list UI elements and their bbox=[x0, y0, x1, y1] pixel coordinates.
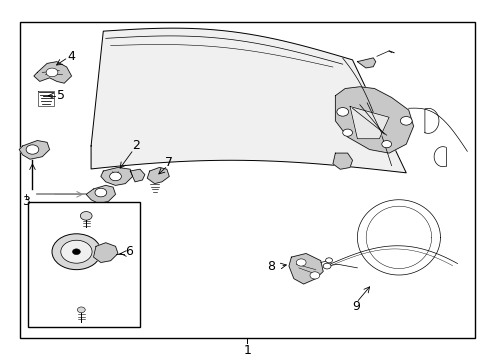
Circle shape bbox=[52, 234, 101, 270]
Text: 8: 8 bbox=[267, 260, 275, 273]
Text: 2: 2 bbox=[133, 139, 141, 152]
Circle shape bbox=[382, 140, 392, 148]
Text: 6: 6 bbox=[125, 245, 133, 258]
Polygon shape bbox=[333, 153, 352, 169]
Text: 7: 7 bbox=[165, 156, 173, 169]
Circle shape bbox=[323, 263, 331, 269]
Circle shape bbox=[73, 249, 80, 255]
Polygon shape bbox=[34, 62, 72, 83]
Circle shape bbox=[61, 240, 92, 263]
Circle shape bbox=[326, 258, 332, 263]
Text: 9: 9 bbox=[352, 300, 360, 313]
Circle shape bbox=[95, 188, 107, 197]
Polygon shape bbox=[101, 167, 133, 185]
Polygon shape bbox=[335, 87, 414, 153]
Polygon shape bbox=[147, 167, 169, 184]
Circle shape bbox=[337, 108, 348, 116]
Polygon shape bbox=[357, 58, 376, 68]
Circle shape bbox=[46, 68, 58, 77]
Bar bbox=[27, 202, 140, 327]
Polygon shape bbox=[130, 169, 145, 182]
Polygon shape bbox=[94, 243, 118, 262]
Polygon shape bbox=[289, 253, 323, 284]
Circle shape bbox=[296, 259, 306, 266]
Bar bbox=[20, 22, 475, 338]
Circle shape bbox=[26, 145, 39, 154]
Polygon shape bbox=[86, 185, 116, 203]
Text: 3: 3 bbox=[22, 195, 30, 208]
Polygon shape bbox=[19, 140, 49, 159]
Text: 5: 5 bbox=[57, 89, 65, 102]
Circle shape bbox=[343, 129, 352, 136]
Circle shape bbox=[400, 117, 412, 125]
Circle shape bbox=[110, 172, 122, 181]
Circle shape bbox=[310, 272, 320, 279]
Polygon shape bbox=[91, 28, 406, 173]
Text: 1: 1 bbox=[244, 344, 251, 357]
Circle shape bbox=[77, 307, 85, 313]
Circle shape bbox=[80, 212, 92, 220]
Polygon shape bbox=[350, 107, 389, 139]
Text: 4: 4 bbox=[68, 50, 75, 63]
